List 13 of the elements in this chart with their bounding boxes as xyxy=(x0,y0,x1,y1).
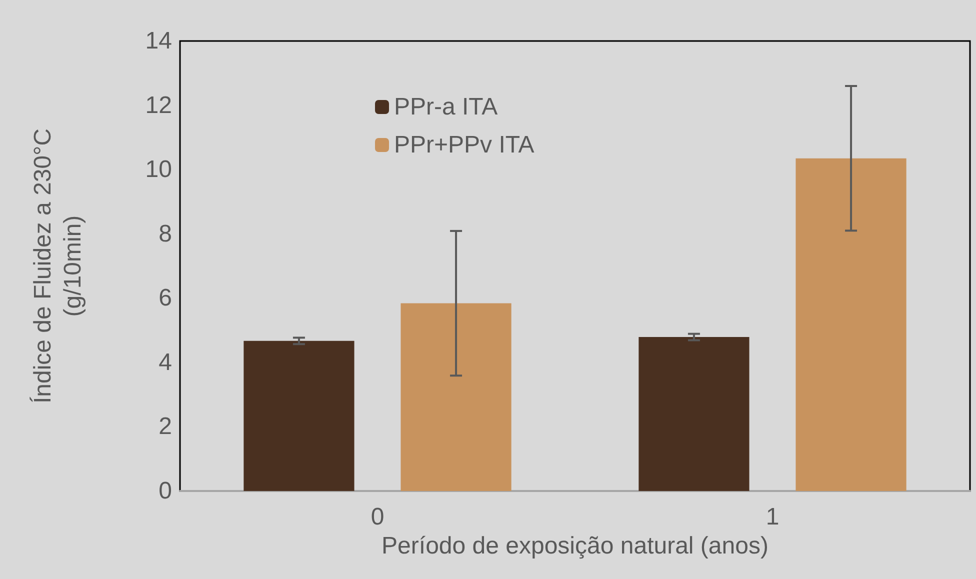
y-tick-label: 6 xyxy=(158,284,172,312)
x-axis-title: Período de exposição natural (anos) xyxy=(382,532,768,560)
y-tick-label: 2 xyxy=(158,413,172,440)
legend-label: PPr-a ITA xyxy=(394,94,498,120)
y-tick-label: 0 xyxy=(158,478,172,504)
x-tick-label: 1 xyxy=(766,504,780,530)
y-axis-title: Índice de Fluidez a 230°C (g/10min) xyxy=(30,128,86,404)
y-tick-label: 12 xyxy=(145,92,172,119)
y-tick-label: 10 xyxy=(145,156,172,184)
y-tick-label: 8 xyxy=(158,220,172,248)
y-tick-label: 4 xyxy=(158,348,172,376)
y-tick-label: 14 xyxy=(145,28,172,54)
legend-label: PPr+PPv ITA xyxy=(394,132,534,158)
